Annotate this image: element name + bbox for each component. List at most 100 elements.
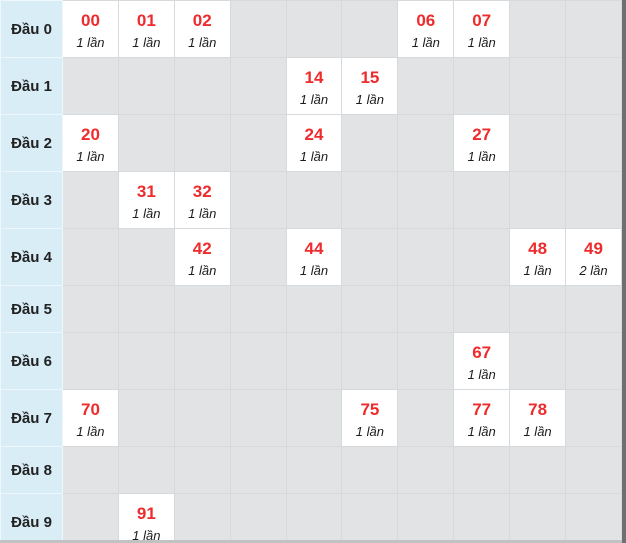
empty-cell	[509, 285, 567, 333]
number-cell-67: 67 1 lần	[453, 332, 511, 390]
number-value: 00	[80, 11, 100, 31]
empty-cell	[117, 332, 175, 390]
number-value: 15	[360, 68, 380, 88]
empty-cell	[117, 285, 175, 333]
empty-cell	[565, 171, 622, 229]
table-row: Đầu 3 31 1 lần 32 1 lần	[0, 171, 622, 229]
number-cell-01: 01 1 lần	[117, 0, 175, 58]
table-row: Đầu 9 91 1 lần	[0, 493, 622, 543]
empty-cell	[341, 0, 399, 58]
empty-cell	[509, 57, 567, 115]
row-label-dau-0: Đầu 0	[0, 0, 63, 58]
empty-cell	[62, 57, 119, 115]
empty-cell	[229, 446, 287, 494]
empty-cell	[229, 0, 287, 58]
empty-cell	[509, 493, 567, 543]
empty-cell	[565, 493, 622, 543]
number-cell-91: 91 1 lần	[117, 493, 175, 543]
empty-cell	[453, 285, 511, 333]
empty-cell	[565, 114, 622, 172]
empty-cell	[173, 493, 231, 543]
count-value: 1 lần	[523, 423, 552, 439]
empty-cell	[117, 446, 175, 494]
empty-cell	[229, 114, 287, 172]
empty-cell	[173, 332, 231, 390]
empty-cell	[397, 285, 455, 333]
number-cell-70: 70 1 lần	[62, 389, 119, 447]
number-cell-31: 31 1 lần	[117, 171, 175, 229]
count-value: 1 lần	[188, 34, 217, 50]
empty-cell	[341, 446, 399, 494]
empty-cell	[509, 0, 567, 58]
row-label-dau-7: Đầu 7	[0, 389, 63, 447]
number-cell-14: 14 1 lần	[285, 57, 343, 115]
number-value: 06	[416, 11, 436, 31]
empty-cell	[565, 389, 622, 447]
number-value: 42	[192, 239, 212, 259]
empty-cell	[285, 446, 343, 494]
count-value: 1 lần	[299, 91, 329, 107]
row-label-dau-8: Đầu 8	[0, 446, 63, 494]
table-row: Đầu 6 67 1 lần	[0, 332, 622, 390]
number-value: 01	[136, 11, 156, 31]
empty-cell	[62, 446, 119, 494]
empty-cell	[509, 332, 567, 390]
count-value: 1 lần	[299, 148, 329, 164]
number-value: 70	[80, 400, 100, 420]
count-value: 1 lần	[188, 262, 217, 278]
empty-cell	[341, 285, 399, 333]
empty-cell	[285, 389, 343, 447]
empty-cell	[565, 0, 622, 58]
empty-cell	[565, 446, 622, 494]
number-cell-77: 77 1 lần	[453, 389, 511, 447]
empty-cell	[229, 389, 287, 447]
number-value: 49	[584, 239, 603, 259]
count-value: 1 lần	[132, 205, 161, 221]
count-value: 1 lần	[467, 148, 496, 164]
empty-cell	[62, 228, 119, 286]
empty-cell	[229, 228, 287, 286]
empty-cell	[453, 446, 511, 494]
number-value: 75	[360, 400, 380, 420]
number-value: 14	[304, 68, 324, 88]
empty-cell	[173, 389, 231, 447]
empty-cell	[229, 332, 287, 390]
number-value: 07	[472, 11, 492, 31]
number-value: 27	[472, 125, 492, 145]
count-value: 1 lần	[76, 423, 105, 439]
empty-cell	[341, 493, 399, 543]
empty-cell	[173, 285, 231, 333]
empty-cell	[285, 285, 343, 333]
empty-cell	[341, 114, 399, 172]
table-row: Đầu 1 14 1 lần 15 1 lần	[0, 57, 622, 115]
empty-cell	[509, 114, 567, 172]
empty-cell	[397, 332, 455, 390]
empty-cell	[341, 228, 399, 286]
empty-cell	[229, 493, 287, 543]
count-value: 1 lần	[467, 366, 496, 382]
row-label-dau-1: Đầu 1	[0, 57, 63, 115]
empty-cell	[509, 446, 567, 494]
number-cell-15: 15 1 lần	[341, 57, 399, 115]
vertical-scrollbar[interactable]	[622, 0, 626, 543]
empty-cell	[453, 171, 511, 229]
empty-cell	[62, 493, 119, 543]
horizontal-scrollbar-edge[interactable]	[0, 540, 622, 543]
count-value: 1 lần	[299, 262, 329, 278]
row-label-dau-3: Đầu 3	[0, 171, 63, 229]
number-value: 77	[472, 400, 492, 420]
number-cell-49: 49 2 lần	[565, 228, 622, 286]
number-cell-42: 42 1 lần	[173, 228, 231, 286]
count-value: 2 lần	[579, 262, 608, 278]
number-cell-32: 32 1 lần	[173, 171, 231, 229]
number-cell-48: 48 1 lần	[509, 228, 567, 286]
number-cell-78: 78 1 lần	[509, 389, 567, 447]
empty-cell	[397, 171, 455, 229]
row-label-dau-6: Đầu 6	[0, 332, 63, 390]
number-cell-44: 44 1 lần	[285, 228, 343, 286]
empty-cell	[285, 171, 343, 229]
empty-cell	[565, 332, 622, 390]
number-value: 44	[304, 239, 324, 259]
number-cell-75: 75 1 lần	[341, 389, 399, 447]
empty-cell	[285, 493, 343, 543]
